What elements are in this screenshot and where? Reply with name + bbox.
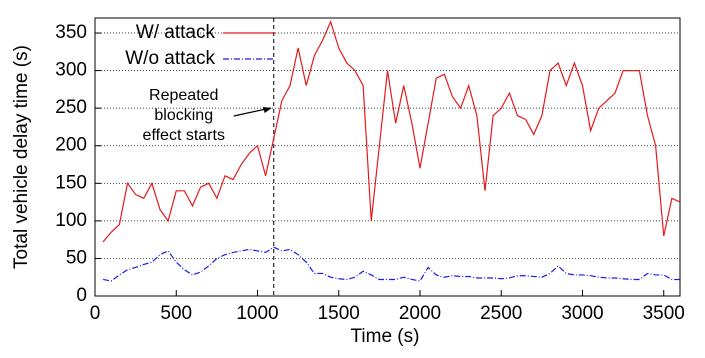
x-axis-label: Time (s) xyxy=(351,326,420,347)
x-tick-label: 500 xyxy=(160,303,192,324)
y-axis-label: Total vehicle delay time (s) xyxy=(11,45,32,269)
annotation: effect starts xyxy=(143,127,225,144)
x-tick-label: 1000 xyxy=(236,303,278,324)
y-tick-label: 200 xyxy=(55,135,87,156)
x-tick-label: 3000 xyxy=(561,303,603,324)
plot-frame xyxy=(94,17,681,297)
x-tick-label: 0 xyxy=(90,303,101,324)
y-tick-label: 0 xyxy=(76,285,87,306)
annotation: blocking xyxy=(154,107,213,124)
series-line xyxy=(102,20,681,243)
annotation: Repeated xyxy=(149,87,218,104)
legend-label: W/o attack xyxy=(125,48,215,69)
annotation-arrowhead xyxy=(262,107,272,113)
legend-label: W/ attack xyxy=(136,22,216,43)
y-tick-label: 350 xyxy=(55,22,87,43)
y-tick-label: 150 xyxy=(55,172,87,193)
series-line xyxy=(103,246,680,282)
y-tick-label: 300 xyxy=(55,60,87,81)
x-tick-label: 2000 xyxy=(399,303,441,324)
y-tick-label: 100 xyxy=(55,210,87,231)
x-tick-label: 2500 xyxy=(480,303,522,324)
y-tick-label: 250 xyxy=(55,97,87,118)
y-tick-label: 50 xyxy=(66,247,87,268)
x-tick-label: 1500 xyxy=(318,303,360,324)
x-tick-label: 3500 xyxy=(643,303,685,324)
